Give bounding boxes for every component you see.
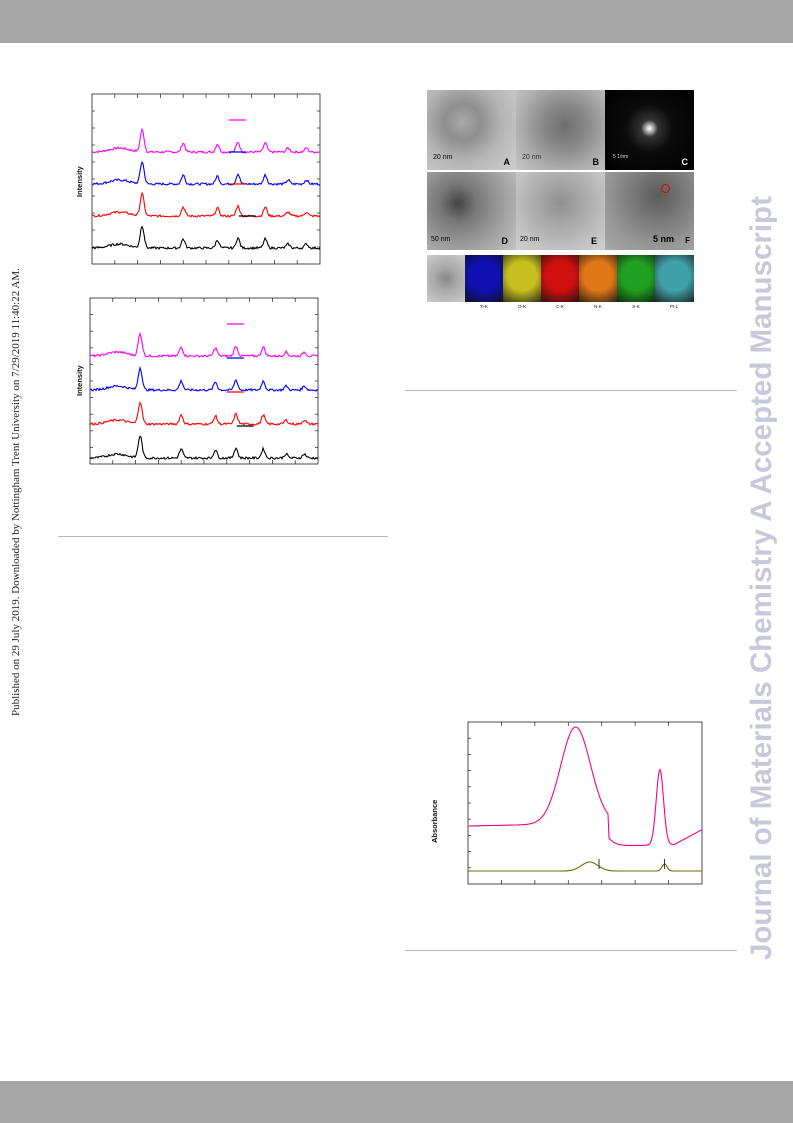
divider-right-top (405, 390, 737, 391)
xrd-trace-3 (89, 435, 319, 460)
xrd-trace-3 (91, 225, 321, 251)
tem-label-f: F (685, 236, 690, 245)
eds-map-n (579, 255, 617, 302)
tem-scale-a: 20 nm (433, 154, 453, 161)
xrd-trace-0 (91, 127, 321, 154)
absorbance-traces (468, 726, 703, 872)
tem-label-a: A (503, 157, 511, 167)
eds-label-s: S-K (632, 304, 640, 309)
absorbance-frame (467, 721, 703, 885)
eds-label-pt: Pt-L (669, 304, 679, 309)
eds-map-o (503, 255, 541, 302)
tem-label-c: C (681, 157, 689, 167)
absorbance-trace-pink (468, 726, 703, 847)
eds-label-o: O-K (517, 304, 526, 309)
eds-map-s (617, 255, 655, 302)
xrd-chart-2: Intensity (75, 297, 319, 465)
xrd-trace-0 (89, 331, 319, 358)
eds-map-c (541, 255, 579, 302)
xrd-trace-1 (89, 365, 319, 393)
tem-panel-b: 20 nm B (516, 90, 605, 170)
publication-note: Published on 29 July 2019. Downloaded by… (10, 268, 24, 722)
tem-red-marker (661, 184, 670, 193)
tem-scale-b: 20 nm (522, 154, 542, 161)
divider-right-bottom (405, 950, 737, 951)
eds-map-ti (465, 255, 503, 302)
eds-haadf (427, 255, 465, 302)
xrd-2-ylabel: Intensity (75, 364, 84, 396)
journal-watermark: Journal of Materials Chemistry A Accepte… (745, 160, 790, 960)
absorbance-chart: Absorbance (430, 721, 703, 885)
tem-panel-f: 5 nm F (605, 172, 694, 250)
tem-scale-d: 50 nm (431, 236, 451, 243)
xrd-1-ylabel: Intensity (75, 165, 84, 197)
xrd-2-traces (89, 331, 319, 460)
xrd-1-frame (91, 93, 321, 265)
xrd-trace-2 (89, 401, 319, 427)
eds-label-n: N-K (594, 304, 602, 309)
eds-label-ti: Ti-K (479, 304, 489, 309)
tem-panel-e: 20 nm E (516, 172, 605, 250)
tem-panel-d: 50 nm D (427, 172, 516, 250)
xrd-trace-1 (91, 160, 321, 187)
absorbance-trace-olive (468, 861, 702, 872)
tem-panel-a: 20 nm A (427, 90, 516, 170)
tem-label-b: B (592, 157, 600, 167)
xrd-1-legend (228, 119, 256, 217)
xrd-2-frame (89, 297, 319, 465)
xrd-1-traces (91, 127, 321, 251)
eds-map-pt (655, 255, 694, 302)
xrd-2-legend (226, 323, 254, 427)
absorbance-ticks (468, 722, 669, 884)
tem-scale-e: 20 nm (520, 236, 540, 243)
tem-scale-c: 5 1/nm (613, 154, 629, 160)
header-bar (0, 0, 793, 43)
footer-bar (0, 1081, 793, 1123)
tem-figure: 20 nm A 20 nm B 5 1/nm C 50 nm D 20 nm E… (427, 90, 694, 302)
eds-label-c: C-K (556, 304, 564, 309)
tem-label-d: D (501, 236, 509, 246)
tem-label-e: E (590, 236, 597, 246)
xrd-2-ticks (90, 298, 318, 464)
tem-scale-f: 5 nm (653, 234, 675, 244)
xrd-1-ticks (92, 94, 320, 264)
divider-left (58, 536, 388, 537)
xrd-trace-2 (91, 191, 321, 219)
absorbance-ylabel: Absorbance (430, 800, 439, 843)
publication-note-text: Published on 29 July 2019. Downloaded by… (10, 268, 22, 716)
xrd-chart-1: Intensity (75, 93, 321, 265)
tem-panel-c: 5 1/nm C (605, 90, 694, 170)
journal-watermark-text: Journal of Materials Chemistry A Accepte… (745, 196, 778, 960)
